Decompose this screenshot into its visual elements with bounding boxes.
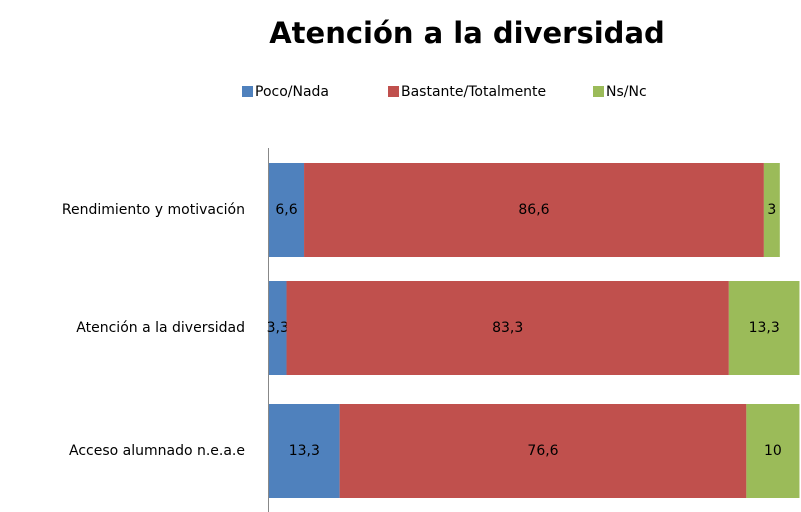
bar-segment [304, 163, 764, 257]
legend-swatch [242, 86, 253, 97]
data-label: 13,3 [289, 443, 320, 459]
data-label: 76,6 [527, 443, 558, 459]
data-label: 10 [764, 443, 782, 459]
y-tick-label: Rendimiento y motivación [62, 202, 245, 218]
y-tick-label: Acceso alumnado n.e.a.e [69, 443, 245, 459]
data-label: 13,3 [749, 320, 780, 336]
data-label: 3 [767, 202, 776, 218]
bar-segment [269, 404, 340, 498]
legend-swatch [388, 86, 399, 97]
bar-segment [286, 281, 729, 375]
legend-label: Bastante/Totalmente [401, 84, 546, 100]
data-label: 3,3 [267, 320, 289, 336]
chart-title: Atención a la diversidad [269, 16, 665, 50]
legend-swatch [593, 86, 604, 97]
bar-segment [269, 163, 305, 257]
legend-label: Poco/Nada [255, 84, 329, 100]
data-label: 6,6 [275, 202, 297, 218]
data-label: 86,6 [518, 202, 549, 218]
bar-segment [269, 281, 287, 375]
legend-label: Ns/Nc [606, 84, 647, 100]
bar-segment [339, 404, 747, 498]
bar-segment [746, 404, 800, 498]
bar-segment [763, 163, 780, 257]
bar-segment [728, 281, 800, 375]
y-tick-label: Atención a la diversidad [76, 320, 245, 336]
data-label: 83,3 [492, 320, 523, 336]
